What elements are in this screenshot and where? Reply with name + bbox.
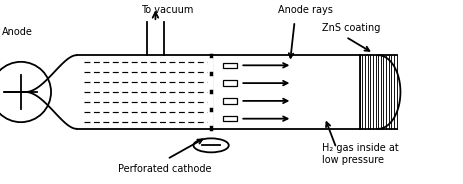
- Bar: [222, 116, 236, 121]
- Bar: [222, 63, 236, 68]
- Text: Anode rays: Anode rays: [278, 5, 332, 15]
- Text: Perforated cathode: Perforated cathode: [118, 164, 212, 174]
- Text: To vacuum: To vacuum: [141, 5, 194, 15]
- Bar: [222, 80, 236, 86]
- Bar: [222, 98, 236, 104]
- Text: H₂ gas inside at
low pressure: H₂ gas inside at low pressure: [322, 143, 398, 165]
- Text: Anode: Anode: [2, 27, 33, 37]
- Text: ZnS coating: ZnS coating: [322, 23, 380, 33]
